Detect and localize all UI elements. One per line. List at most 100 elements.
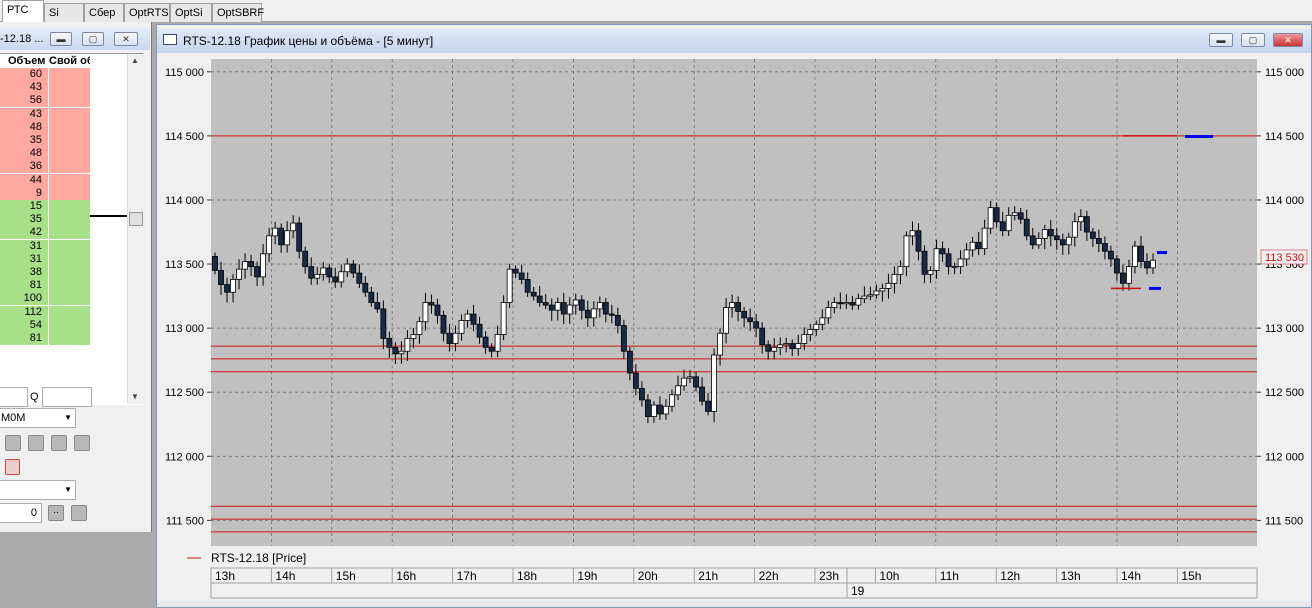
candle-down	[945, 253, 952, 268]
bid-row[interactable]: 112	[0, 305, 90, 319]
scroll-down-icon[interactable]: ▼	[131, 392, 139, 401]
column-header-volume[interactable]: Объем	[8, 54, 48, 68]
tab-sber[interactable]: Сбер	[84, 3, 124, 22]
account-select[interactable]: M0M ▼	[0, 408, 76, 428]
bid-row[interactable]: 100	[0, 292, 90, 306]
bid-row[interactable]: 38	[0, 266, 90, 279]
candle-down	[693, 376, 699, 388]
scroll-thumb[interactable]	[129, 212, 143, 226]
candle-up	[590, 308, 597, 319]
ask-row[interactable]: 44	[0, 173, 90, 187]
candle-down	[584, 309, 591, 319]
y-tick-label-right: 112 500	[1265, 387, 1304, 399]
y-tick-label-right: 111 500	[1265, 515, 1303, 527]
order-book-scrollbar[interactable]: ▲ ▼	[127, 54, 143, 404]
price-input[interactable]	[0, 387, 28, 407]
candle-down	[765, 344, 772, 352]
candle-down	[699, 386, 705, 402]
chart-close-button[interactable]: ✕	[1273, 33, 1303, 47]
candle-up	[260, 253, 267, 278]
candle-down	[1138, 245, 1144, 262]
toolbar-icon-4[interactable]	[74, 435, 90, 451]
tab-rts[interactable]: РТС	[2, 0, 44, 22]
volume-cell: 81	[29, 332, 42, 344]
bid-row[interactable]: 15	[0, 200, 90, 213]
candle-up	[314, 273, 321, 279]
candle-up	[981, 227, 988, 250]
candle-up	[909, 230, 916, 237]
ask-row[interactable]: 48	[0, 147, 90, 161]
candle-down	[524, 279, 531, 293]
volume-cell: 48	[29, 120, 42, 133]
bid-row[interactable]: 31	[0, 252, 90, 266]
bid-row[interactable]: 31	[0, 239, 90, 253]
x-tick-label: 11h	[940, 569, 959, 583]
candle-down	[1101, 243, 1108, 252]
candle-up	[1005, 214, 1012, 232]
ask-row[interactable]: 48	[0, 120, 90, 134]
ask-row[interactable]: 43	[0, 107, 90, 121]
candle-up	[897, 266, 904, 275]
candle-down	[632, 372, 639, 389]
column-header-own-volume[interactable]: Свой об	[49, 54, 90, 68]
quantity-input[interactable]	[42, 387, 92, 407]
candles	[212, 200, 1156, 424]
order-type-select[interactable]: ▼	[0, 480, 76, 500]
bid-row[interactable]: 54	[0, 318, 90, 332]
ask-row[interactable]: 36	[0, 160, 90, 174]
toolbar-icon-3[interactable]	[51, 435, 67, 451]
volume-cell: 9	[35, 186, 42, 199]
candle-down	[440, 314, 447, 334]
sell-icon[interactable]	[28, 435, 44, 451]
x-tick-label: 21h	[698, 569, 718, 583]
scroll-up-icon[interactable]: ▲	[131, 56, 139, 65]
candle-up	[338, 271, 345, 283]
tab-optrts[interactable]: OptRTS	[124, 3, 170, 22]
own-volume-cell	[48, 147, 49, 161]
ask-row[interactable]: 56	[0, 94, 90, 108]
ask-row[interactable]: 9	[0, 186, 90, 200]
candle-down	[1114, 258, 1120, 274]
candle-down	[470, 313, 477, 325]
own-volume-cell	[48, 173, 49, 187]
bid-row[interactable]: 81	[0, 332, 90, 345]
y-tick-label-left: 113 500	[165, 259, 204, 271]
ask-row[interactable]: 43	[0, 81, 90, 95]
toolbar-icon-6[interactable]	[71, 505, 87, 521]
candle-down	[1017, 212, 1024, 220]
ellipsis-button[interactable]: ..	[48, 505, 64, 521]
x-tick-label: 22h	[759, 569, 779, 583]
volume-cell: 43	[29, 81, 42, 94]
horizontal-scrollbar[interactable]	[157, 601, 1311, 607]
candle-up	[410, 334, 417, 339]
volume-cell: 36	[29, 160, 42, 173]
tab-optsbrf[interactable]: OptSBRF	[212, 3, 264, 22]
ask-row[interactable]: 60	[0, 68, 90, 81]
price-chart[interactable]: 115 000 114 500 114 000 113 500 113 000 112 5…	[157, 55, 1311, 607]
bid-row[interactable]: 42	[0, 226, 90, 240]
buy-icon[interactable]	[5, 435, 21, 451]
chart-minimize-button[interactable]: ▬	[1209, 33, 1233, 47]
candle-down	[639, 387, 645, 401]
cancel-orders-icon[interactable]	[5, 459, 20, 475]
candle-down	[212, 255, 218, 271]
ask-row[interactable]: 35	[0, 134, 90, 147]
bid-row[interactable]: 35	[0, 213, 90, 227]
tab-optsi[interactable]: OptSi	[170, 3, 212, 22]
candle-down	[921, 250, 928, 275]
own-volume-cell	[48, 200, 49, 213]
y-axis-left: 115 000 114 500 114 000 113 500 113 000 112 5…	[165, 67, 211, 527]
y-tick-label-left: 115 000	[165, 67, 204, 79]
tab-si[interactable]: Si	[44, 3, 84, 22]
own-volume-cell	[48, 318, 49, 332]
qty-field[interactable]: 0	[0, 503, 42, 523]
minimize-button[interactable]: ▬	[50, 32, 72, 46]
x-axis: 13h 14h 15h 16h 17h 18h 19h 20h 21h 22h 23h 10h 11h 1…	[210, 568, 1201, 583]
workspace-tab-bar: РТС Si Сбер OptRTS OptSi OptSBRF	[0, 0, 1312, 22]
x-tick-label: 20h	[638, 569, 658, 583]
chart-maximize-button[interactable]: ▢	[1241, 33, 1265, 47]
volume-cell: 44	[29, 173, 42, 186]
maximize-button[interactable]: ▢	[82, 32, 104, 46]
close-button[interactable]: ✕	[114, 32, 138, 46]
bid-row[interactable]: 81	[0, 279, 90, 293]
